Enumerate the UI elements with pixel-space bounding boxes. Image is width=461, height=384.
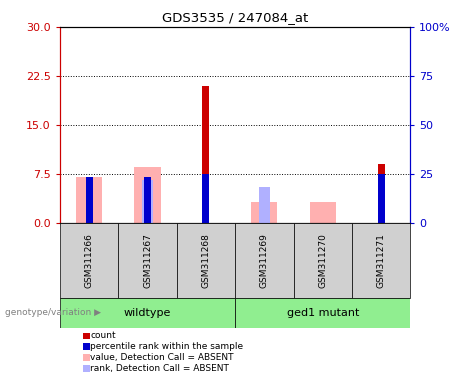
Bar <box>235 298 410 328</box>
Bar <box>310 202 336 223</box>
Bar <box>76 177 102 223</box>
Bar <box>60 298 235 328</box>
Bar <box>118 223 177 298</box>
Text: percentile rank within the sample: percentile rank within the sample <box>90 342 243 351</box>
Bar <box>60 223 118 298</box>
Text: rank, Detection Call = ABSENT: rank, Detection Call = ABSENT <box>90 364 229 373</box>
Bar <box>251 202 278 223</box>
Bar <box>378 164 384 223</box>
Title: GDS3535 / 247084_at: GDS3535 / 247084_at <box>162 11 308 24</box>
Text: ged1 mutant: ged1 mutant <box>287 308 359 318</box>
Text: GSM311269: GSM311269 <box>260 233 269 288</box>
Bar <box>142 180 153 223</box>
Text: GSM311268: GSM311268 <box>201 233 210 288</box>
Bar <box>352 223 410 298</box>
Bar <box>294 223 352 298</box>
Text: value, Detection Call = ABSENT: value, Detection Call = ABSENT <box>90 353 234 362</box>
Bar <box>144 177 151 223</box>
Bar <box>378 174 384 223</box>
Bar <box>202 174 209 223</box>
Text: GSM311267: GSM311267 <box>143 233 152 288</box>
Text: genotype/variation ▶: genotype/variation ▶ <box>5 308 100 318</box>
Text: wildtype: wildtype <box>124 308 171 318</box>
Bar <box>86 177 93 223</box>
Bar <box>202 86 209 223</box>
Text: GSM311266: GSM311266 <box>85 233 94 288</box>
Text: count: count <box>90 331 116 341</box>
Bar <box>135 167 161 223</box>
Text: GSM311270: GSM311270 <box>318 233 327 288</box>
Text: GSM311271: GSM311271 <box>377 233 385 288</box>
Bar <box>177 223 235 298</box>
Bar <box>235 223 294 298</box>
Bar <box>259 187 270 223</box>
